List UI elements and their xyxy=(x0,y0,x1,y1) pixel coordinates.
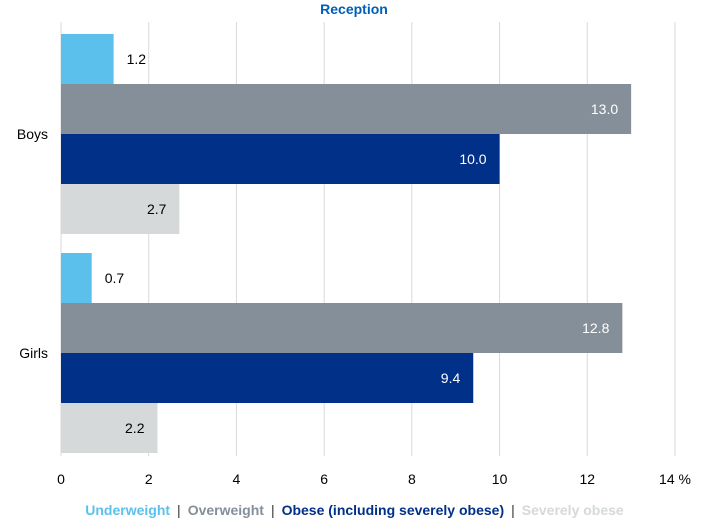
x-tick-label: 0 xyxy=(57,471,65,487)
value-label-severely-obese-boys: 2.7 xyxy=(147,201,167,217)
chart-title: Reception xyxy=(320,1,388,17)
legend-item-obese-including-severely-obese: Obese (including severely obese) xyxy=(281,502,505,518)
bar-severely-obese-girls xyxy=(61,403,158,453)
category-labels: Boys Girls xyxy=(17,126,48,361)
legend-item-severely-obese: Severely obese xyxy=(521,502,624,518)
value-label-severely-obese-girls: 2.2 xyxy=(125,420,145,436)
bar-severely-obese-boys xyxy=(61,184,180,234)
bar-overweight-boys xyxy=(61,84,632,134)
bar-overweight-girls xyxy=(61,303,623,353)
x-tick-label: 2 xyxy=(145,471,153,487)
value-label-underweight-girls: 0.7 xyxy=(105,270,125,286)
legend-separator: | xyxy=(511,502,515,518)
value-label-overweight-girls: 12.8 xyxy=(582,320,609,336)
bar-underweight-boys xyxy=(61,34,114,84)
bar-obese-including-severely-obese-boys xyxy=(61,134,500,184)
category-label-boys: Boys xyxy=(17,126,48,142)
bars xyxy=(61,34,632,453)
x-tick-label: 14 % xyxy=(659,471,691,487)
legend: Underweight | Overweight | Obese (including … xyxy=(0,502,709,518)
value-label-underweight-boys: 1.2 xyxy=(127,51,147,67)
bar-obese-including-severely-obese-girls xyxy=(61,353,474,403)
bar-underweight-girls xyxy=(61,253,92,303)
x-tick-label: 8 xyxy=(408,471,416,487)
value-label-overweight-boys: 13.0 xyxy=(591,101,618,117)
x-tick-label: 6 xyxy=(320,471,328,487)
value-labels: 1.2 13.0 10.0 2.7 0.7 12.8 9.4 2.2 xyxy=(105,51,619,436)
value-label-obese-including-severely-obese-boys: 10.0 xyxy=(459,151,486,167)
x-tick-label: 4 xyxy=(233,471,241,487)
legend-separator: | xyxy=(177,502,181,518)
value-label-obese-including-severely-obese-girls: 9.4 xyxy=(441,370,461,386)
legend-item-overweight: Overweight xyxy=(187,502,264,518)
legend-item-underweight: Underweight xyxy=(85,502,171,518)
legend-separator: | xyxy=(270,502,275,518)
x-tick-label: 10 xyxy=(492,471,508,487)
x-tick-label: 12 xyxy=(579,471,595,487)
category-label-girls: Girls xyxy=(19,345,48,361)
x-tick-labels: 0 2 4 6 8 10 12 14 % xyxy=(57,471,691,487)
